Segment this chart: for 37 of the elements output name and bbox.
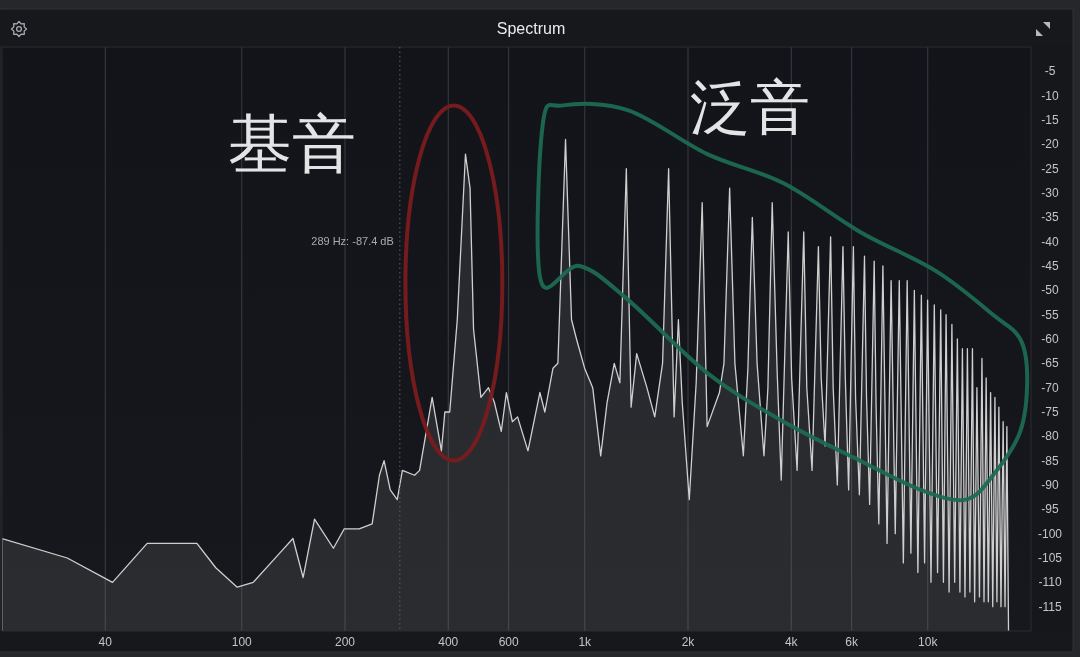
- x-tick-label: 1k: [578, 635, 592, 649]
- x-tick-label: 2k: [681, 635, 695, 649]
- x-tick-label: 40: [98, 635, 112, 649]
- y-tick-label: -60: [1041, 332, 1059, 346]
- y-tick-label: -25: [1041, 161, 1059, 176]
- y-tick-label: -75: [1041, 405, 1059, 419]
- y-tick-label: -105: [1038, 551, 1062, 565]
- y-tick-label: -10: [1041, 88, 1059, 103]
- y-tick-label: -115: [1038, 599, 1062, 614]
- annotation: 基音: [228, 108, 356, 180]
- x-tick-label: 6k: [845, 635, 858, 649]
- y-tick-label: -65: [1041, 356, 1059, 371]
- y-tick-label: -45: [1041, 259, 1059, 273]
- y-tick-label: -85: [1041, 453, 1059, 468]
- x-tick-label: 4k: [784, 635, 798, 649]
- ref-line-label: 289 Hz: -87.4 dB: [311, 235, 394, 247]
- y-tick-label: -5: [1044, 64, 1056, 79]
- y-tick-label: -30: [1041, 186, 1059, 200]
- y-tick-label: -50: [1041, 283, 1059, 298]
- y-tick-label: -100: [1038, 526, 1062, 541]
- title: Spectrum: [496, 19, 566, 37]
- y-tick-label: -15: [1041, 113, 1059, 127]
- x-tick-label: 200: [335, 635, 355, 649]
- y-tick-label: -90: [1041, 478, 1059, 492]
- y-tick-label: -55: [1041, 307, 1059, 322]
- x-tick-label: 600: [498, 635, 519, 649]
- annotation: 泛音: [690, 74, 810, 141]
- x-tick-label: 10k: [918, 635, 938, 649]
- y-tick-label: -20: [1041, 137, 1059, 152]
- y-tick-label: -70: [1041, 380, 1059, 395]
- y-tick-label: -35: [1041, 210, 1059, 225]
- x-tick-label: 400: [438, 635, 459, 649]
- y-tick-label: -110: [1038, 575, 1062, 590]
- y-tick-label: -40: [1041, 234, 1059, 249]
- y-tick-label: -80: [1041, 429, 1059, 444]
- y-tick-label: -95: [1041, 502, 1059, 517]
- x-tick-label: 100: [231, 635, 252, 649]
